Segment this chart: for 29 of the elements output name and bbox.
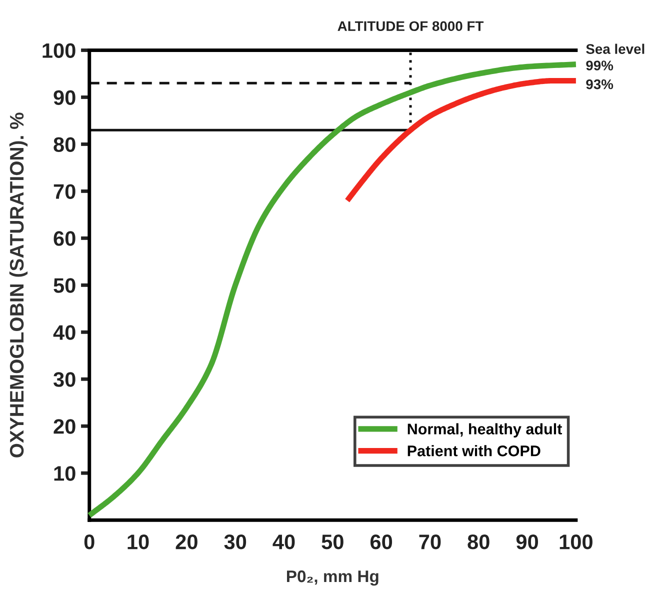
y-tick-label: 100 [42,43,76,58]
x-tick-label: 50 [322,534,344,550]
x-tick-label: 60 [370,534,392,550]
x-tick-label: 90 [516,534,538,550]
text: ALTITUDE OF 8000 FT [338,21,484,32]
y-tick-label: 90 [54,90,76,105]
x-tick-label: 40 [272,534,295,550]
x-tick-label: 80 [468,534,490,550]
y-tick-label: 30 [53,372,76,387]
y-tick-label: 60 [54,231,76,246]
text: 99% [586,60,614,70]
x-tick-label: 20 [176,534,198,550]
y-axis-title: OXYHEMOGLOBIN (SATURATION). % [9,112,28,458]
y-tick-label: 20 [54,419,76,434]
x-tick-label: 30 [224,534,246,550]
x-axis-title: P0₂, mm Hg [287,570,378,586]
y-tick-label: 50 [54,278,76,293]
legend-label: Patient with COPD [408,445,540,456]
y-tick-label: 80 [54,137,76,152]
text: Sea level [586,44,644,54]
x-tick-label: 0 [84,534,94,550]
x-tick-label: 10 [128,534,149,550]
y-tick-label: 10 [54,466,76,481]
x-tick-label: 100 [560,534,592,550]
legend-label: Normal, healthy adult [408,423,562,438]
x-tick-label: 70 [419,534,441,550]
y-tick-label: 70 [54,184,76,199]
y-tick-label: 40 [53,325,76,340]
text: 93% [586,79,614,90]
